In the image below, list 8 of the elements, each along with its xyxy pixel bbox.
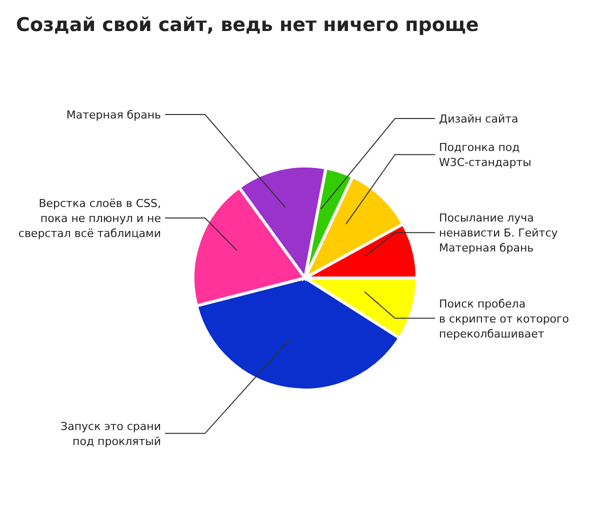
slice-label: Дизайн сайта — [439, 112, 518, 126]
slice-label: Верстка слоёв в CSS, пока не плюнул и не сверстал всё таблицами — [18, 196, 162, 240]
slice-label: Поиск пробела в скрипте от которого переколбашивает — [439, 297, 570, 340]
slice-label: Матерная брань — [66, 108, 161, 122]
slice-label: Запуск это срани под проклятый — [60, 420, 161, 448]
slice-label: Посылание луча ненависти Б. Гейтсу Матерная брань — [439, 212, 558, 255]
chart-title: Создай свой сайт, ведь нет ничего проще — [16, 14, 479, 36]
slice-label: Подгонка под W3C-стандарты — [439, 141, 532, 170]
